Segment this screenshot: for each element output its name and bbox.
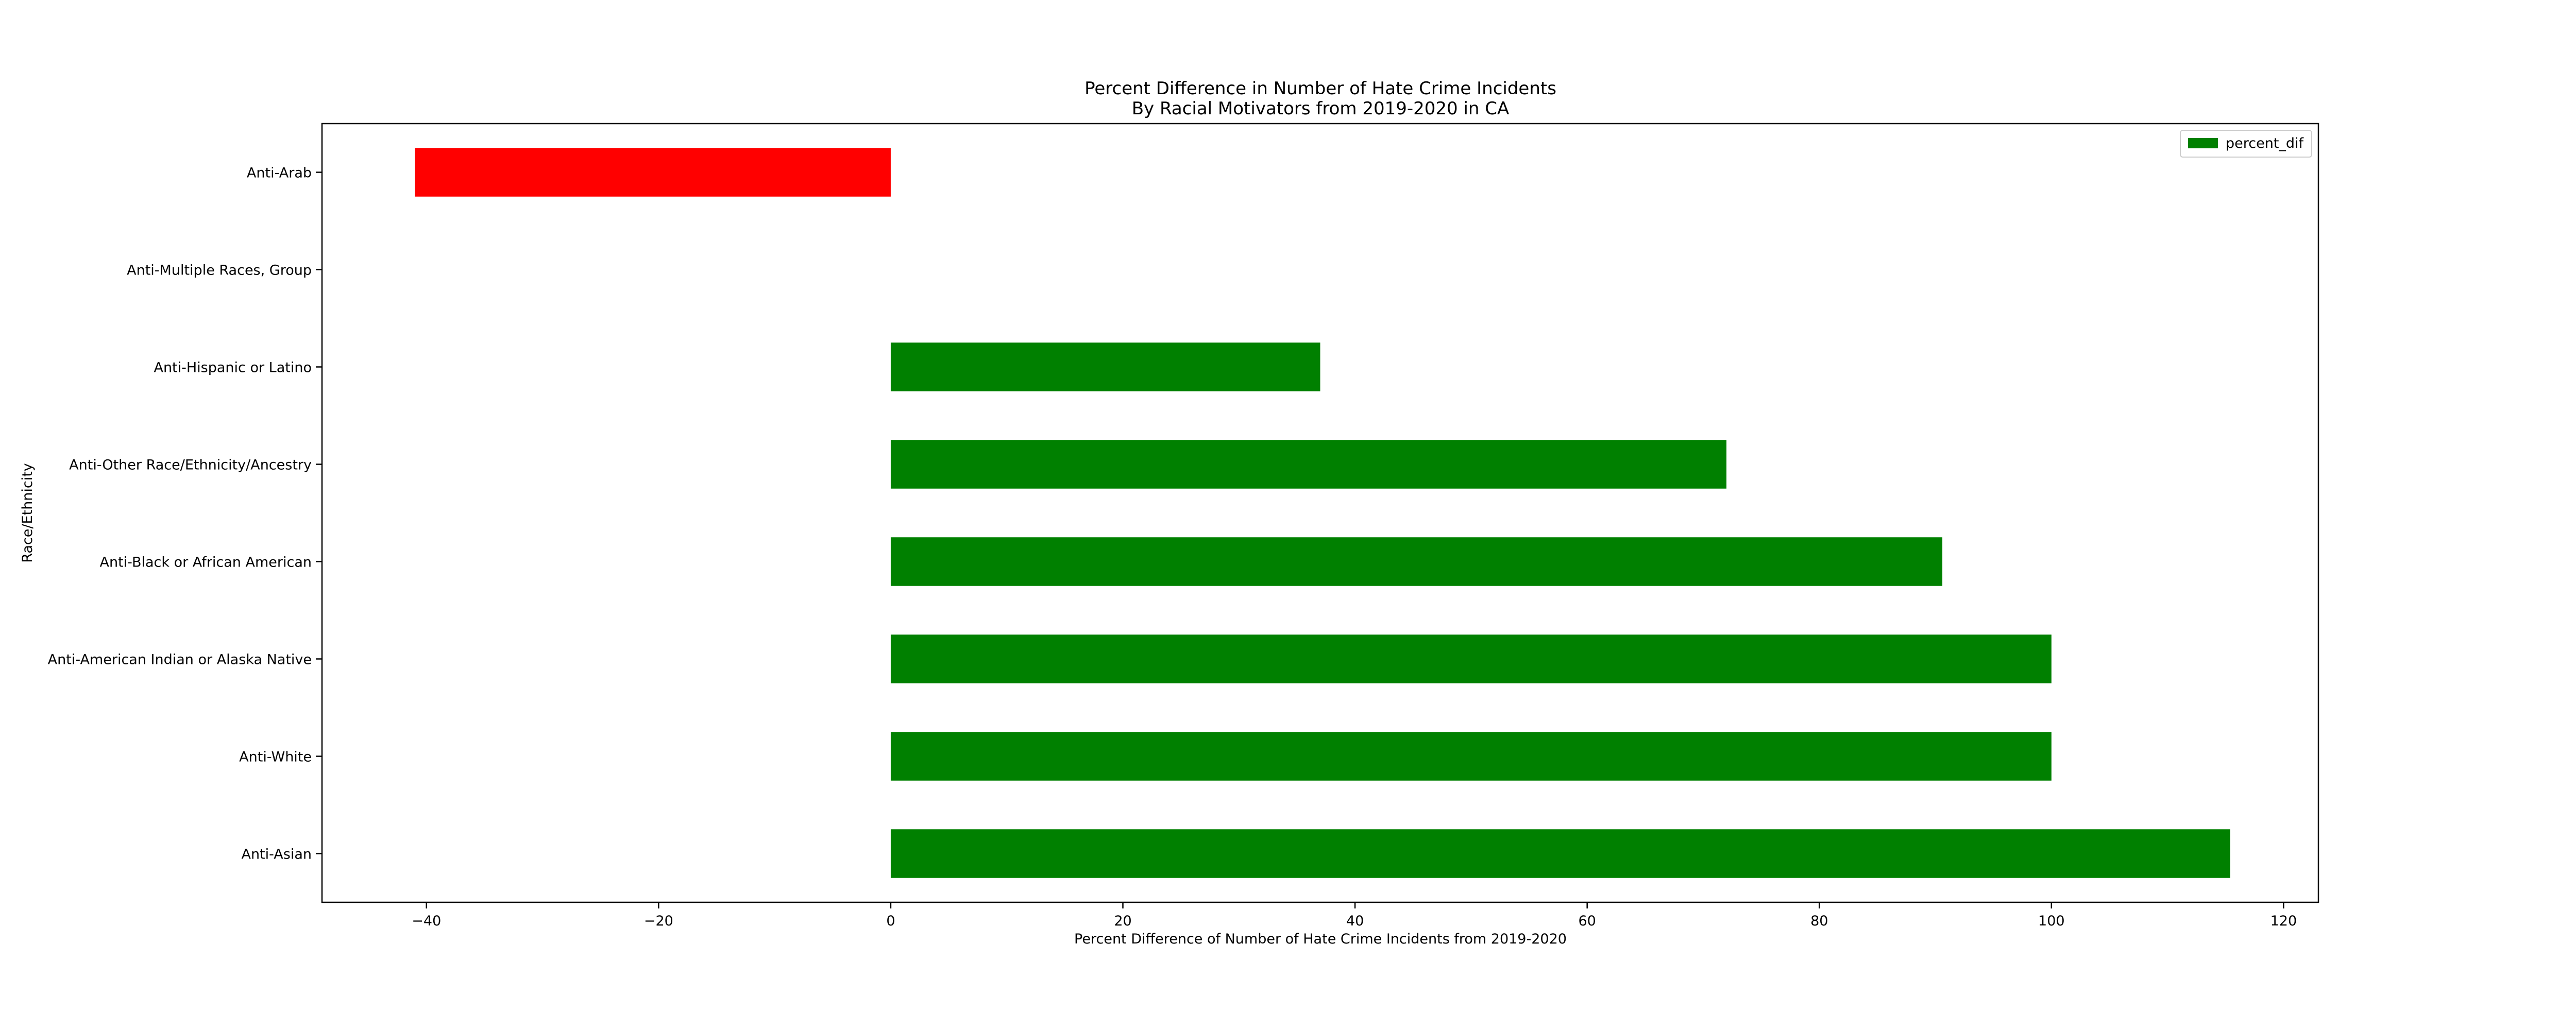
bar xyxy=(890,440,1727,489)
y-tick-label: Anti-American Indian or Alaska Native xyxy=(48,652,312,668)
x-tick-label: 20 xyxy=(1114,913,1131,929)
plot-frame xyxy=(321,123,2319,903)
y-axis: Anti-Arab Anti-Multiple Races, Group Anti-… xyxy=(48,165,322,863)
bars-layer xyxy=(415,148,2230,878)
x-tick-label: 80 xyxy=(1810,913,1828,929)
y-tick-label: Anti-Asian xyxy=(241,847,312,863)
y-tick-label: Anti-Multiple Races, Group xyxy=(127,263,312,279)
x-axis-label: Percent Difference of Number of Hate Cri… xyxy=(1074,931,1567,947)
x-tick-label: 120 xyxy=(2270,913,2297,929)
x-tick-label: −40 xyxy=(412,913,441,929)
legend-swatch xyxy=(2188,138,2218,148)
y-tick-label: Anti-Black or African American xyxy=(100,555,312,571)
y-tick-label: Anti-White xyxy=(239,749,312,765)
x-tick-label: 0 xyxy=(886,913,895,929)
x-axis: −40 −20 0 20 40 60 80 100 120 xyxy=(412,902,2297,929)
bar xyxy=(890,732,2052,781)
chart-title: Percent Difference in Number of Hate Cri… xyxy=(1084,78,1556,99)
bar xyxy=(890,342,1320,391)
x-tick-label: −20 xyxy=(644,913,673,929)
x-tick-label: 40 xyxy=(1346,913,1364,929)
chart-subtitle: By Racial Motivators from 2019-2020 in C… xyxy=(1132,98,1510,119)
y-tick-label: Anti-Other Race/Ethnicity/Ancestry xyxy=(69,457,312,473)
legend-label: percent_dif xyxy=(2226,135,2304,151)
x-tick-label: 100 xyxy=(2038,913,2065,929)
bar xyxy=(890,829,2230,878)
bar xyxy=(890,537,1943,586)
legend-frame xyxy=(2180,130,2312,158)
y-axis-label: Race/Ethnicity xyxy=(20,463,36,563)
y-tick-label: Anti-Arab xyxy=(247,165,312,181)
x-tick-label: 60 xyxy=(1578,913,1596,929)
bar xyxy=(890,634,2052,683)
y-tick-label: Anti-Hispanic or Latino xyxy=(154,360,312,376)
bar xyxy=(415,148,891,197)
legend: percent_dif xyxy=(2180,130,2312,158)
